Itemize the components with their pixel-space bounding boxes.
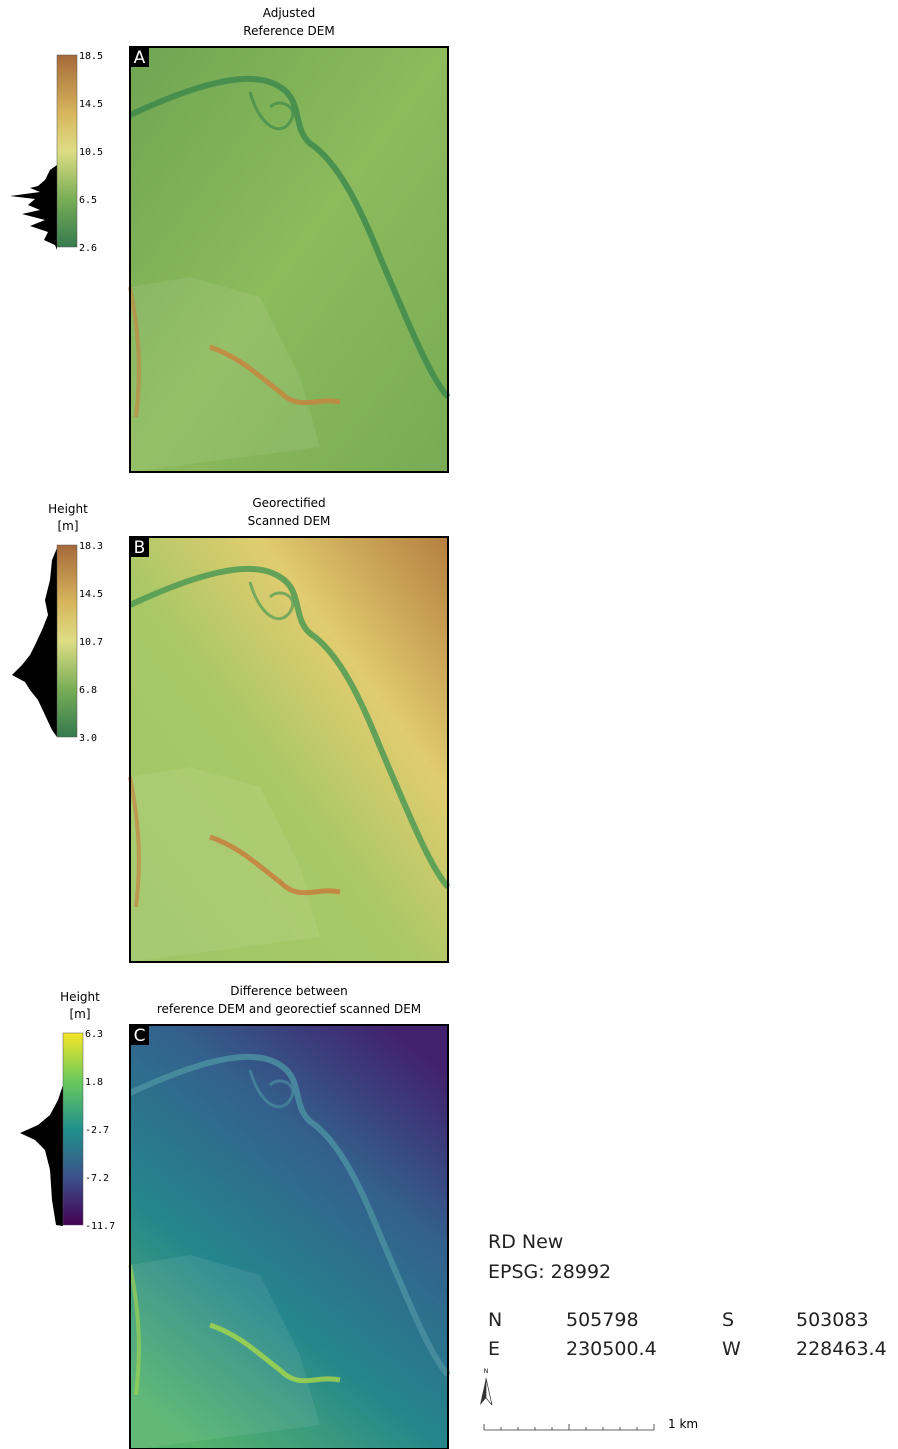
colorbar-tick: 14.5 — [79, 99, 103, 110]
panel-title: Georectified — [252, 496, 325, 510]
panel: Difference between reference DEM and geor… — [60, 984, 448, 1449]
panel-title: reference DEM and georectief scanned DEM — [157, 1002, 421, 1016]
arrow-right — [486, 1378, 492, 1405]
panel-letter: B — [134, 538, 146, 558]
panel-letter: A — [134, 48, 146, 68]
colorbar-tick: -2.7 — [85, 1125, 109, 1136]
extent-cell: 505798 — [566, 1309, 639, 1331]
histogram — [20, 1085, 63, 1226]
colorbar — [63, 1033, 83, 1225]
crs-epsg: EPSG: 28992 — [488, 1261, 611, 1283]
colorbar-tick: 10.5 — [79, 147, 103, 158]
colorbar-tick: 18.3 — [79, 541, 103, 552]
colorbar-tick: 6.3 — [85, 1029, 103, 1040]
colorbar-tick: 14.5 — [79, 589, 103, 600]
panel: Adjusted Reference DEM 18.5 14.5 10.5 6.5 2.6 A — [57, 6, 448, 472]
colorbar-tick: 1.8 — [85, 1077, 103, 1088]
panel: Georectified Scanned DEM Height [m]18.3 14.5… — [48, 496, 448, 962]
extent-cell: N — [488, 1309, 502, 1331]
colorbar-tick: 6.5 — [79, 195, 97, 206]
figure: AdjustedReference DEM18.514.510.56.52.6A… — [0, 0, 898, 1449]
colorbar-tick: 18.5 — [79, 51, 103, 62]
histogram — [12, 548, 57, 737]
arrow-left — [480, 1378, 486, 1405]
panel-title: Reference DEM — [243, 24, 334, 38]
panel-title: Difference between — [230, 984, 348, 998]
colorbar-tick: 3.0 — [79, 733, 97, 744]
north-arrow: N — [480, 1368, 492, 1405]
extent: N 505798 S 503083 E 230500.4 W 228463.4 — [488, 1309, 887, 1360]
extent-cell: S — [722, 1309, 734, 1331]
scale-line — [484, 1424, 654, 1430]
map: A — [130, 47, 448, 472]
info: RD New EPSG: 28992 N 505798 S 503083 E 230500… — [480, 1231, 887, 1431]
panel-title: Adjusted — [263, 6, 316, 20]
colorbar-tick: 10.7 — [79, 637, 103, 648]
colorbar — [57, 55, 77, 247]
legend-label: Height — [48, 502, 88, 516]
colorbar-tick: -11.7 — [85, 1221, 115, 1232]
extent-cell: E — [488, 1338, 500, 1360]
map: C — [130, 1025, 448, 1449]
colorbar-tick: 6.8 — [79, 685, 97, 696]
extent-cell: 228463.4 — [796, 1338, 887, 1360]
crs-name: RD New — [488, 1231, 563, 1253]
extent-cell: 503083 — [796, 1309, 869, 1331]
legend-label: [m] — [69, 1007, 90, 1021]
north-label: N — [484, 1368, 489, 1375]
map: B — [130, 537, 448, 962]
colorbar-tick: -7.2 — [85, 1173, 109, 1184]
extent-cell: 230500.4 — [566, 1338, 657, 1360]
colorbar — [57, 545, 77, 737]
panel-letter: C — [134, 1026, 146, 1046]
scale-bar — [484, 1424, 654, 1430]
legend-label: Height — [60, 990, 100, 1004]
panel-title: Scanned DEM — [248, 514, 331, 528]
scale-label: 1 km — [668, 1417, 698, 1431]
colorbar-tick: 2.6 — [79, 243, 97, 254]
histogram — [10, 165, 57, 250]
legend-label: [m] — [57, 519, 78, 533]
extent-cell: W — [722, 1338, 741, 1360]
